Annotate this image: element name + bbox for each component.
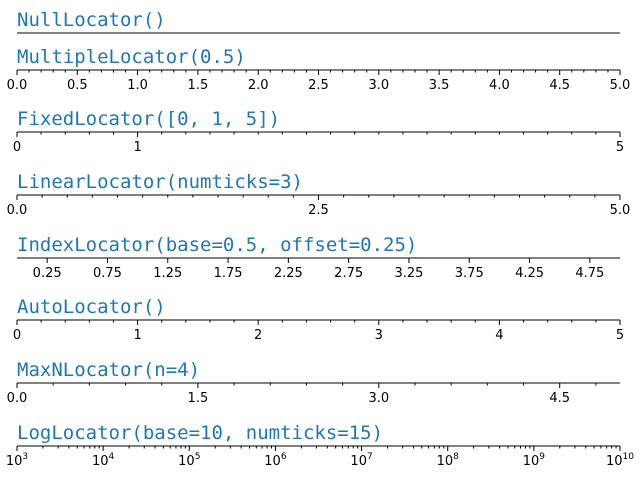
tick-label: 1.5 xyxy=(188,391,209,406)
tick-label-base: 10 xyxy=(523,454,540,469)
tick-label: 0.0 xyxy=(7,78,28,93)
tick-label: 1.25 xyxy=(153,266,182,281)
tick-label: 0.25 xyxy=(33,266,62,281)
panel-title: FixedLocator([0, 1, 5]) xyxy=(17,108,280,130)
tick-label: 3.25 xyxy=(394,266,423,281)
tick-label: 109 xyxy=(523,452,546,469)
panel-title: LogLocator(base=10, numticks=15) xyxy=(17,422,383,444)
tick-label: 3.0 xyxy=(368,78,389,93)
tick-label: 107 xyxy=(350,452,372,469)
tick-label: 1.0 xyxy=(127,78,148,93)
tick-label: 5 xyxy=(616,328,624,343)
panel-title: MultipleLocator(0.5) xyxy=(17,46,246,68)
tick-label-exponent: 10 xyxy=(623,452,635,462)
panel-title: IndexLocator(base=0.5, offset=0.25) xyxy=(17,234,417,256)
panel-title: NullLocator() xyxy=(17,9,166,31)
tick-label-exponent: 5 xyxy=(195,452,201,462)
tick-label-exponent: 7 xyxy=(367,452,373,462)
tick-label-exponent: 9 xyxy=(539,452,545,462)
tick-label: 0.0 xyxy=(7,203,28,218)
tick-label-exponent: 3 xyxy=(22,452,28,462)
tick-label: 2.0 xyxy=(248,78,269,93)
tick-label-base: 10 xyxy=(178,454,195,469)
tick-label: 4.5 xyxy=(549,391,570,406)
tick-label: 1 xyxy=(133,328,141,343)
tick-label: 0.0 xyxy=(7,391,28,406)
tick-label: 1010 xyxy=(606,452,634,469)
tick-label: 5.0 xyxy=(610,203,631,218)
tick-label: 105 xyxy=(178,452,200,469)
tick-label-base: 10 xyxy=(606,454,623,469)
panel-title: AutoLocator() xyxy=(17,296,166,318)
tick-label-base: 10 xyxy=(437,454,454,469)
tick-label-exponent: 8 xyxy=(453,452,459,462)
tick-label: 2.5 xyxy=(308,203,329,218)
tick-label: 0.75 xyxy=(93,266,122,281)
tick-label: 2.25 xyxy=(274,266,303,281)
tick-label-exponent: 4 xyxy=(109,452,115,462)
tick-label: 5 xyxy=(616,140,624,155)
tick-label: 2 xyxy=(254,328,262,343)
tick-label: 3.75 xyxy=(455,266,484,281)
tick-label: 108 xyxy=(437,452,460,469)
tick-label: 4.75 xyxy=(575,266,604,281)
tick-label: 3 xyxy=(375,328,383,343)
tick-label: 3.5 xyxy=(429,78,450,93)
tick-label: 104 xyxy=(92,452,115,469)
tick-label: 5.0 xyxy=(610,78,631,93)
tick-label: 1.5 xyxy=(188,78,209,93)
panel-title: LinearLocator(numticks=3) xyxy=(17,171,303,193)
tick-label-base: 10 xyxy=(6,454,23,469)
tick-label: 3.0 xyxy=(368,391,389,406)
panel-title: MaxNLocator(n=4) xyxy=(17,359,200,381)
tick-label: 4.25 xyxy=(515,266,544,281)
tick-label: 1.75 xyxy=(214,266,243,281)
tick-label: 4.0 xyxy=(489,78,510,93)
tick-label: 106 xyxy=(264,452,287,469)
tick-label: 103 xyxy=(6,452,28,469)
tick-label: 2.5 xyxy=(308,78,329,93)
tick-label: 0 xyxy=(13,328,21,343)
tick-label-base: 10 xyxy=(264,454,281,469)
tick-label: 4.5 xyxy=(549,78,570,93)
tick-label: 2.75 xyxy=(334,266,363,281)
tick-label-exponent: 6 xyxy=(281,452,287,462)
tick-label: 0.5 xyxy=(67,78,88,93)
tick-label-base: 10 xyxy=(350,454,367,469)
tick-label: 1 xyxy=(133,140,141,155)
tick-label-base: 10 xyxy=(92,454,109,469)
tick-label: 4 xyxy=(495,328,503,343)
tick-label: 0 xyxy=(13,140,21,155)
